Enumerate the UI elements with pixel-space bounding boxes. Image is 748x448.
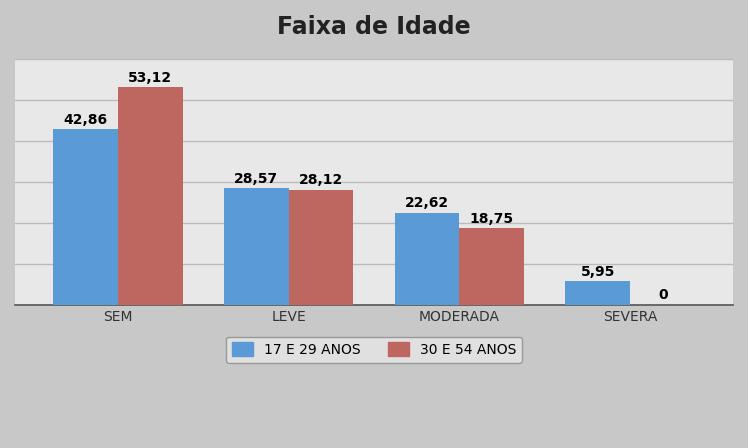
Text: 22,62: 22,62 [405,196,449,210]
Text: 5,95: 5,95 [580,265,615,279]
Bar [117,87,183,306]
Bar [394,212,459,306]
Bar [224,188,289,306]
Bar [459,228,524,306]
Title: Faixa de Idade: Faixa de Idade [278,15,470,39]
Text: 0: 0 [658,288,668,302]
Legend: 17 E 29 ANOS, 30 E 54 ANOS: 17 E 29 ANOS, 30 E 54 ANOS [226,336,522,362]
Text: 28,57: 28,57 [234,172,278,185]
Text: 18,75: 18,75 [470,212,514,226]
Text: 42,86: 42,86 [63,113,107,127]
Bar [52,129,117,306]
Text: 28,12: 28,12 [299,173,343,187]
Bar [289,190,354,306]
Bar [565,281,631,306]
Text: 53,12: 53,12 [128,71,172,85]
